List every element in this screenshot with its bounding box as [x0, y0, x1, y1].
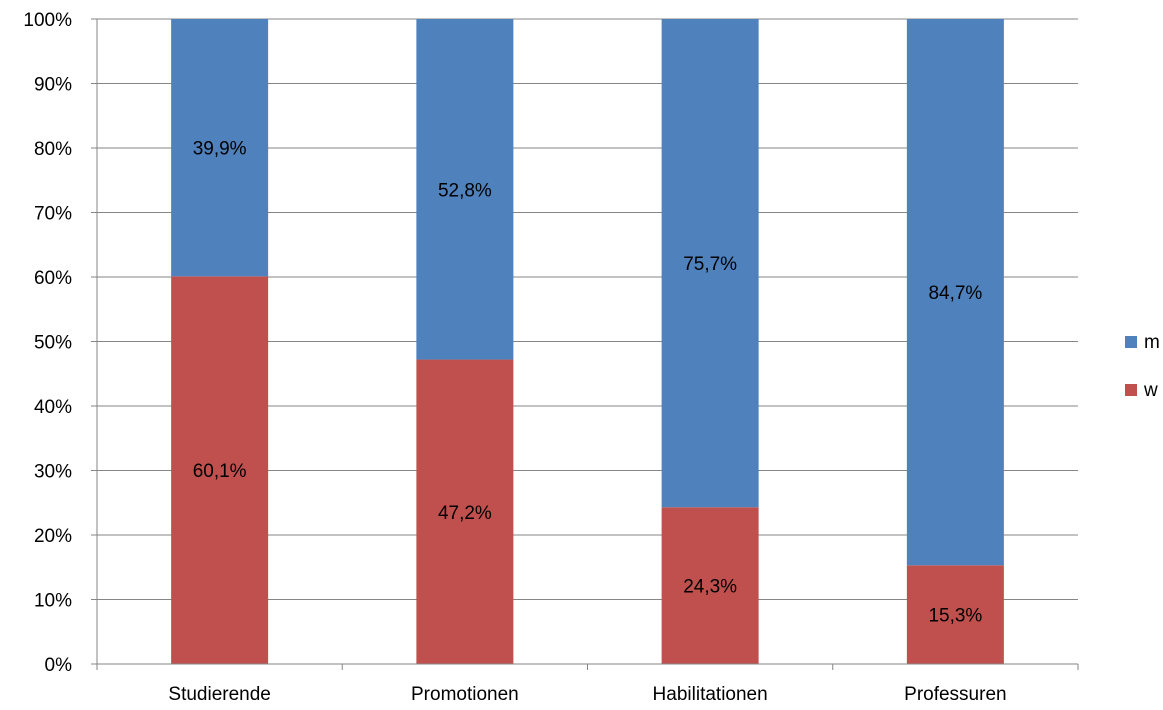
y-tick-label: 40% [34, 397, 72, 418]
y-tick-label: 60% [34, 268, 72, 289]
bar-segment-w [906, 565, 1004, 664]
bar-segment-w [661, 507, 759, 664]
y-tick-label: 10% [34, 591, 72, 612]
bar-segment-m [171, 19, 269, 277]
data-label-m: 52,8% [438, 180, 492, 201]
x-category-label: Habilitationen [653, 684, 768, 705]
legend-swatch-m [1125, 336, 1137, 348]
y-tick-label: 30% [34, 462, 72, 483]
legend-label-w: w [1143, 380, 1158, 401]
data-label-m: 39,9% [193, 139, 247, 160]
y-tick-label: 90% [34, 75, 72, 96]
y-tick-label: 50% [34, 333, 72, 354]
x-category-label: Promotionen [411, 684, 519, 705]
legend-swatch-w [1125, 384, 1137, 396]
bar-segment-m [416, 19, 514, 360]
axes: 0% 10% 20% 30% 40% 50% 60% 70% 80% 90% 100% Studier… [23, 10, 1079, 705]
y-tick-label: 80% [34, 139, 72, 160]
bar-segment-w [171, 276, 269, 664]
legend: mw [1125, 332, 1160, 401]
data-label-w: 15,3% [928, 606, 982, 627]
data-labels: 60,1% 39,9% 47,2% 52,8% 24,3% 75,7% 15,3% 84,7% [193, 139, 983, 627]
bar-segment-m [661, 19, 759, 508]
data-label-w: 47,2% [438, 503, 492, 524]
y-tick-label: 20% [34, 526, 72, 547]
data-label-m: 84,7% [928, 283, 982, 304]
data-label-w: 60,1% [193, 461, 247, 482]
data-label-w: 24,3% [683, 577, 737, 598]
legend-label-m: m [1144, 332, 1160, 353]
y-tick-label: 100% [23, 10, 72, 31]
y-tick-label: 0% [45, 655, 73, 676]
bars [171, 19, 1004, 664]
y-tick-label: 70% [34, 204, 72, 225]
bar-segment-w [416, 359, 514, 664]
x-category-label: Professuren [904, 684, 1006, 705]
bar-segment-m [906, 19, 1004, 566]
data-label-m: 75,7% [683, 254, 737, 275]
x-category-label: Studierende [168, 684, 270, 705]
